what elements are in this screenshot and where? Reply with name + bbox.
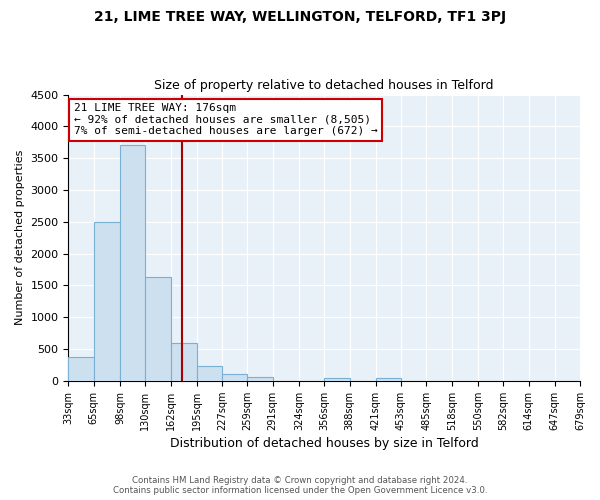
Bar <box>247 378 273 381</box>
Bar <box>197 366 222 381</box>
Bar <box>376 378 401 381</box>
Bar <box>222 374 247 381</box>
Text: 21 LIME TREE WAY: 176sqm
← 92% of detached houses are smaller (8,505)
7% of semi: 21 LIME TREE WAY: 176sqm ← 92% of detach… <box>74 103 377 136</box>
Title: Size of property relative to detached houses in Telford: Size of property relative to detached ho… <box>154 79 494 92</box>
Bar <box>145 277 170 381</box>
Y-axis label: Number of detached properties: Number of detached properties <box>15 150 25 326</box>
Text: 21, LIME TREE WAY, WELLINGTON, TELFORD, TF1 3PJ: 21, LIME TREE WAY, WELLINGTON, TELFORD, … <box>94 10 506 24</box>
Bar <box>68 357 94 381</box>
Bar <box>324 378 350 381</box>
Bar <box>120 146 145 381</box>
Bar <box>94 222 120 381</box>
X-axis label: Distribution of detached houses by size in Telford: Distribution of detached houses by size … <box>170 437 479 450</box>
Text: Contains HM Land Registry data © Crown copyright and database right 2024.
Contai: Contains HM Land Registry data © Crown c… <box>113 476 487 495</box>
Bar <box>170 342 197 381</box>
